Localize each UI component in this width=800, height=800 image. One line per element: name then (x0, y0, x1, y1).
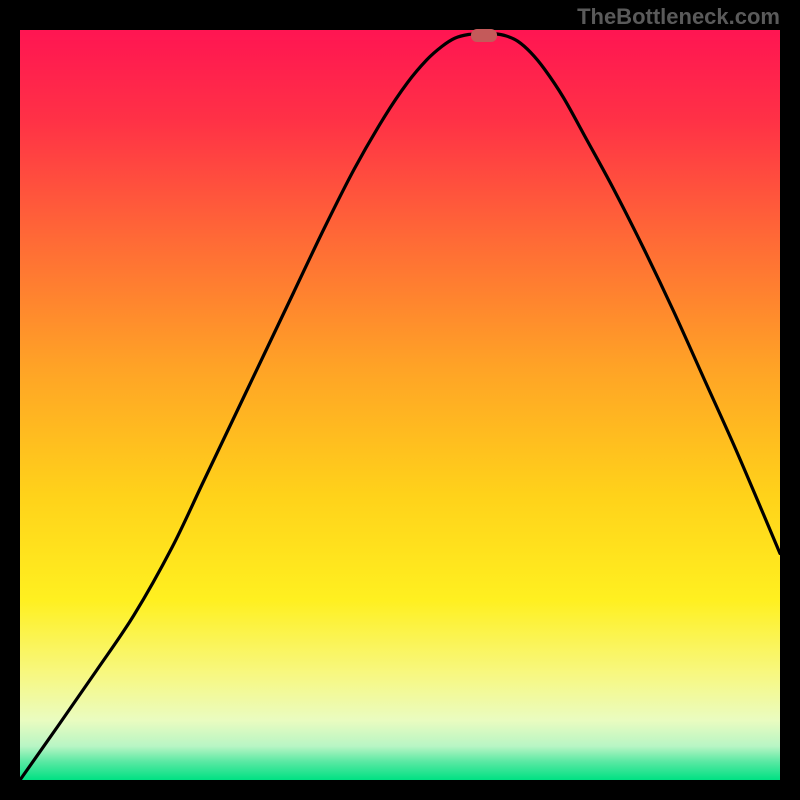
watermark: TheBottleneck.com (577, 4, 780, 30)
bottleneck-curve (20, 30, 780, 780)
optimal-marker (471, 29, 497, 42)
plot-area (20, 30, 780, 780)
